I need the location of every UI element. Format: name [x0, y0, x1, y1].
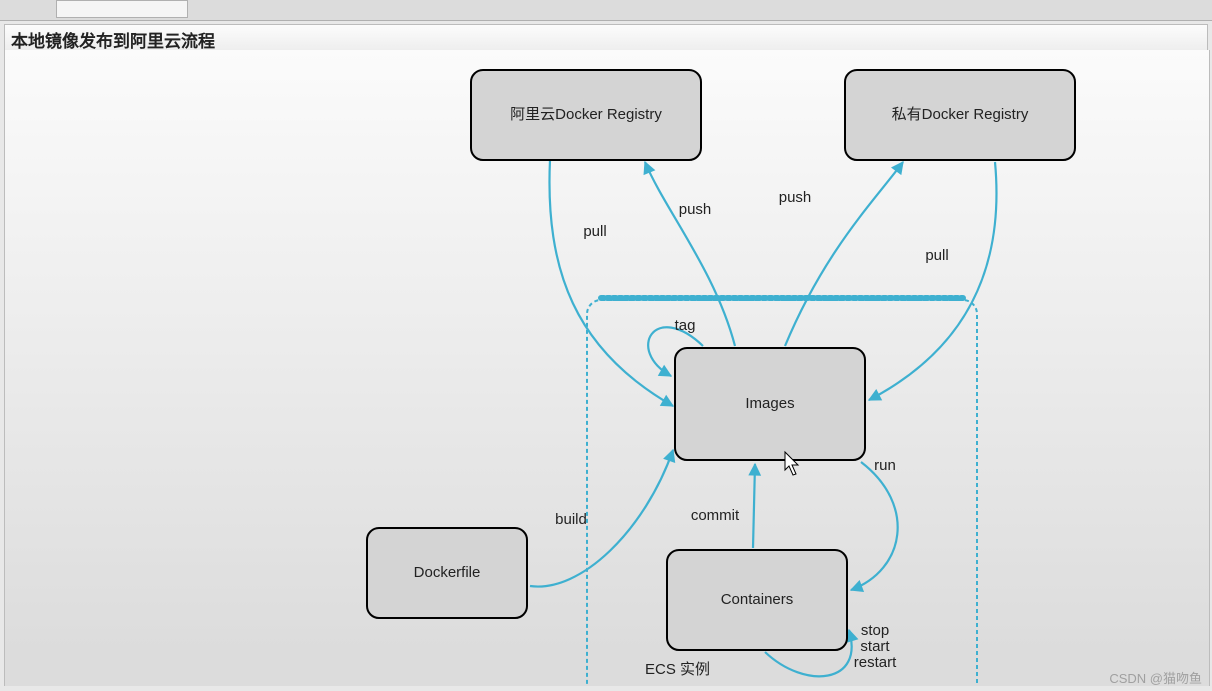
node-label-private: 私有Docker Registry	[892, 106, 1029, 123]
watermark: CSDN @猫吻鱼	[1109, 668, 1202, 687]
node-aliyun[interactable]: 阿里云Docker Registry	[471, 70, 701, 160]
edge-build	[530, 450, 673, 587]
edge-label-run: run	[874, 457, 896, 474]
node-dockerfile[interactable]: Dockerfile	[367, 528, 527, 618]
flowchart-svg: ECS 实例 pull push push pull tag build commit run s…	[5, 50, 1209, 686]
diagram-canvas: ECS 实例 pull push push pull tag build commit run s…	[4, 50, 1210, 686]
node-private[interactable]: 私有Docker Registry	[845, 70, 1075, 160]
node-label-dockerfile: Dockerfile	[414, 564, 481, 581]
edge-label-push-private: push	[779, 189, 812, 206]
node-images[interactable]: Images	[675, 348, 865, 460]
edge-label-build: build	[555, 511, 587, 528]
ecs-container-label: ECS 实例	[645, 661, 710, 678]
edge-pull-aliyun	[549, 160, 673, 406]
toolbar-field[interactable]	[56, 0, 188, 18]
edge-label-pull-aliyun: pull	[583, 223, 606, 240]
node-containers[interactable]: Containers	[667, 550, 847, 650]
edge-label-commit: commit	[691, 507, 740, 524]
edge-label-pull-private: pull	[925, 247, 948, 264]
edge-label-push-aliyun: push	[679, 201, 712, 218]
app-top-toolbar	[0, 0, 1212, 21]
node-label-images: Images	[745, 395, 794, 412]
edge-label-tag: tag	[675, 317, 696, 334]
edge-commit	[753, 464, 755, 548]
section-title: 本地镜像发布到阿里云流程	[11, 32, 215, 51]
edge-run	[851, 462, 898, 590]
node-label-containers: Containers	[721, 591, 794, 608]
node-label-aliyun: 阿里云Docker Registry	[510, 106, 662, 123]
edge-label-stoprestart: stopstartrestart	[854, 622, 897, 671]
